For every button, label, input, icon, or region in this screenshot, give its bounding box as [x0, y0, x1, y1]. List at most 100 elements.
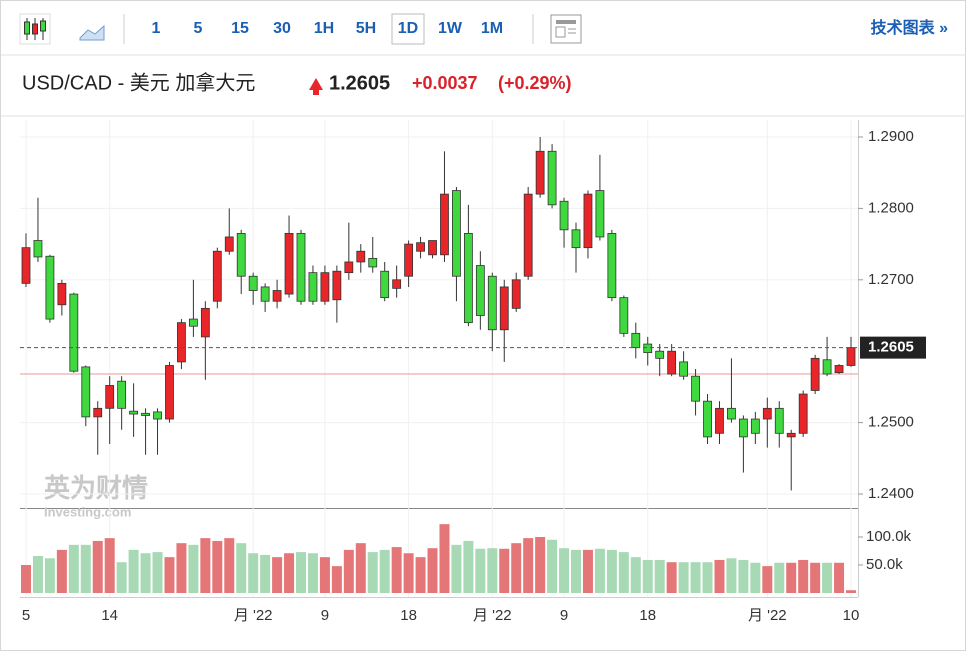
- candle-body: [846, 347, 856, 366]
- candle-body: [404, 243, 414, 277]
- volume-bar: [523, 538, 534, 593]
- x-tick-label: 18: [400, 607, 417, 624]
- candle-body: [284, 232, 294, 295]
- change: +0.0037: [412, 73, 478, 93]
- volume-bar: [750, 562, 761, 593]
- volume-bar: [630, 557, 641, 593]
- candle-body: [738, 418, 748, 438]
- interval-button[interactable]: 30: [273, 20, 291, 37]
- candle-body: [392, 279, 402, 289]
- volume-bar: [582, 549, 593, 593]
- candle-body: [188, 318, 198, 327]
- candle-body: [260, 286, 270, 302]
- candle-body: [45, 255, 55, 320]
- volume-bar: [666, 562, 677, 593]
- volume-bar: [547, 539, 558, 593]
- candle-body: [320, 272, 330, 302]
- interval-button[interactable]: 1H: [314, 20, 334, 37]
- interval-button[interactable]: 15: [231, 20, 249, 37]
- x-tick-label: 10: [843, 607, 860, 624]
- candle-body: [428, 240, 437, 256]
- volume-bar: [248, 553, 259, 593]
- volume-bar: [762, 566, 773, 593]
- candle-body: [691, 375, 700, 402]
- watermark-brand: 英为财情: [44, 473, 148, 503]
- volume-bar: [92, 540, 103, 593]
- candle-body: [750, 418, 760, 434]
- volume-bar: [140, 553, 151, 593]
- candle-body: [452, 190, 461, 277]
- volume-bar: [176, 543, 187, 593]
- candle-body: [727, 407, 736, 420]
- x-tick-label: 14: [101, 607, 118, 624]
- volume-bar: [439, 524, 450, 593]
- volume-bar: [367, 552, 378, 593]
- volume-bar: [810, 562, 821, 593]
- x-tick-label: 月 '22: [234, 607, 273, 624]
- volume-bar: [403, 553, 414, 593]
- candle-body: [619, 297, 629, 334]
- candle-body: [344, 261, 354, 274]
- interval-button[interactable]: 1: [152, 20, 161, 37]
- watermark-site: Investing.com: [44, 504, 131, 519]
- candle-body: [810, 357, 820, 391]
- candle-body: [786, 432, 796, 438]
- volume-bar: [80, 544, 91, 593]
- candle-body: [33, 240, 43, 258]
- area-icon[interactable]: [79, 24, 105, 41]
- candle-body: [607, 232, 617, 299]
- volume-bar: [104, 538, 115, 593]
- volume-bar: [116, 562, 127, 593]
- volume-bar: [774, 562, 785, 593]
- candle-body: [93, 407, 103, 418]
- icon-body: [24, 21, 30, 35]
- interval-button[interactable]: 1M: [481, 20, 503, 37]
- volume-bar: [487, 548, 498, 593]
- volume-bar: [786, 562, 797, 593]
- x-tick-label: 18: [639, 607, 656, 624]
- interval-button[interactable]: 1D: [398, 20, 418, 37]
- x-tick-label: 月 '22: [473, 607, 512, 624]
- x-tick-label: 月 '22: [748, 607, 787, 624]
- volume-bar: [391, 547, 402, 593]
- volume-bar: [726, 558, 737, 593]
- volume-bar: [654, 559, 665, 593]
- volume-bar: [200, 538, 211, 593]
- pair-title: USD/CAD - 美元 加拿大元: [22, 70, 255, 94]
- candle-body: [762, 407, 772, 420]
- candle-body: [153, 411, 162, 420]
- volume-bar: [343, 549, 354, 593]
- candle-body: [559, 200, 569, 231]
- volume-bar: [714, 559, 725, 593]
- candle-body: [81, 366, 91, 418]
- volume-bar: [846, 590, 856, 593]
- volume-bar: [296, 552, 306, 593]
- candle-body: [296, 232, 306, 302]
- candle-body: [248, 275, 258, 291]
- candle-body: [177, 322, 186, 363]
- candle-body: [129, 410, 139, 415]
- icon-bar: [555, 26, 566, 38]
- candle-body: [463, 232, 473, 324]
- volume-bar: [618, 552, 629, 593]
- candle-icon[interactable]: [19, 13, 51, 45]
- candle-body: [356, 250, 366, 263]
- layout-icon[interactable]: [550, 14, 582, 44]
- volume-bar: [535, 537, 546, 593]
- candle-body: [308, 272, 318, 302]
- candle-body: [487, 275, 497, 331]
- volume-bar: [427, 548, 438, 593]
- candle-body: [416, 242, 425, 252]
- tech-chart-link[interactable]: 技术图表 »: [871, 18, 948, 37]
- volume-bar: [499, 548, 510, 593]
- price: 1.2605: [329, 72, 390, 94]
- interval-button[interactable]: 5H: [356, 20, 376, 37]
- volume-bar: [212, 540, 223, 593]
- candle-body: [165, 365, 174, 420]
- interval-button[interactable]: 1W: [438, 20, 463, 37]
- interval-button[interactable]: 5: [194, 20, 203, 37]
- y-tick-label: 1.2400: [868, 485, 914, 502]
- candle-body: [655, 350, 665, 359]
